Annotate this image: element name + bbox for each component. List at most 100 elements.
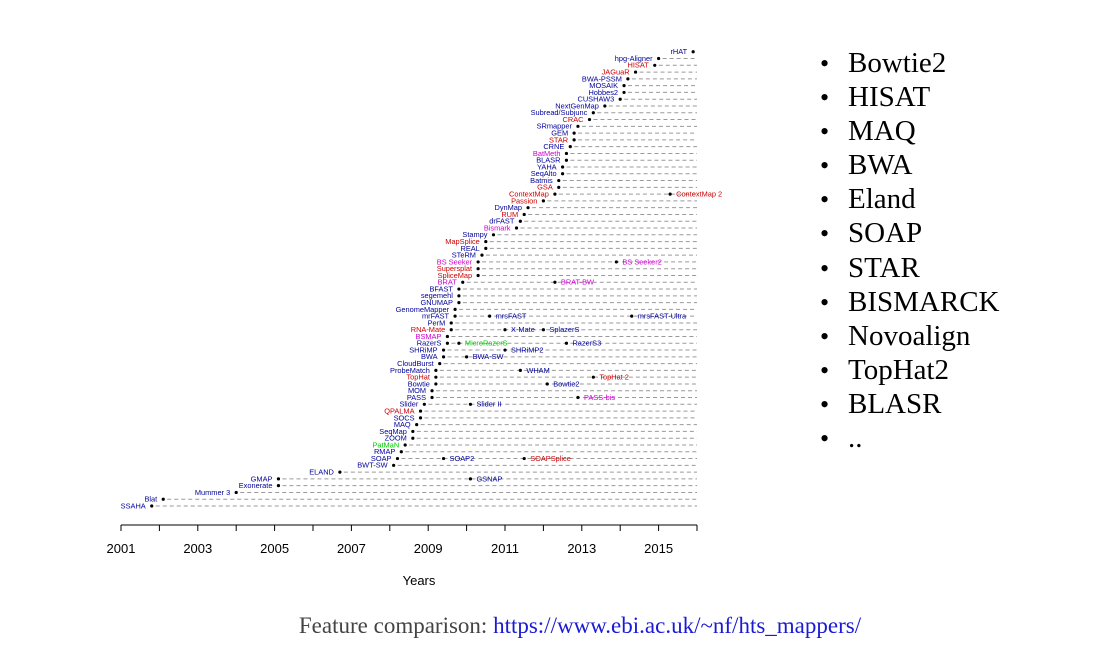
tool-version-label: RazerS3 [572, 339, 601, 348]
tool-point [430, 389, 434, 393]
tool-version-point [564, 341, 569, 345]
tool-point [434, 368, 438, 372]
tool-point [434, 382, 438, 386]
tool-version-label: Slider II [476, 400, 501, 409]
tool-point [422, 402, 426, 406]
tool-point [626, 77, 630, 81]
bullet-item: Bowtie2 [820, 46, 1000, 80]
tool-label: MOSAIK [589, 81, 618, 90]
tool-version-label: MicroRazerS [465, 339, 508, 348]
tool-point [491, 233, 496, 237]
tool-version-label: PASS-bis [584, 393, 615, 402]
tool-label: SpliceMap [438, 271, 473, 280]
tool-version-label: SplazerS [549, 325, 579, 334]
tool-point [449, 321, 453, 325]
tool-point [561, 165, 565, 169]
tool-point [445, 334, 449, 339]
tool-point [518, 219, 522, 223]
tool-label: BWA-PSSM [582, 74, 622, 83]
tool-point [522, 212, 526, 217]
tool-version-point [468, 477, 473, 481]
x-tick-label: 2009 [414, 541, 443, 556]
tool-label: ProbeMatch [390, 366, 430, 375]
tool-point [449, 328, 453, 332]
tool-point [541, 199, 546, 203]
tool-label: Blat [144, 495, 157, 504]
tool-label: SeqAlto [531, 169, 557, 178]
tool-point [276, 477, 281, 481]
x-tick-label: 2015 [644, 541, 673, 556]
bullet-item: TopHat2 [820, 353, 1000, 387]
tool-point [415, 423, 419, 427]
tool-version-point [591, 375, 595, 379]
tool-point [653, 63, 657, 67]
tool-label: STAR [549, 135, 568, 144]
tool-label: RazerS [417, 339, 442, 348]
tool-point [457, 287, 461, 291]
tool-point [453, 307, 457, 311]
tool-label: REAL [460, 244, 479, 253]
tool-point [657, 56, 661, 61]
tool-version-label: SHRiMP2 [511, 345, 543, 354]
tool-version-label: BRAT-BW [561, 278, 594, 287]
tool-label: GenomeMapper [396, 305, 450, 314]
tool-point [445, 341, 449, 345]
tool-version-label: SOAPSplice [530, 454, 571, 463]
tool-label: ELAND [309, 468, 334, 477]
x-tick-label: 2013 [567, 541, 596, 556]
tool-point [434, 375, 438, 379]
tool-label: BFAST [429, 284, 453, 293]
tool-version-label: ContextMap 2 [676, 190, 722, 199]
tool-version-point [468, 402, 473, 406]
bullet-item: BWA [820, 148, 1000, 182]
tool-label: GNUMAP [420, 298, 453, 307]
tool-point [576, 124, 580, 128]
tool-version-label: WHAM [526, 366, 549, 375]
bullet-item: SOAP [820, 216, 1000, 250]
tool-version-label: Bowtie2 [553, 379, 579, 388]
tool-label: CRAC [563, 115, 585, 124]
tool-label: SeqMap [379, 427, 407, 436]
tool-point [457, 301, 461, 305]
tool-label: GEM [551, 129, 568, 138]
tool-label: QPALMA [384, 406, 414, 415]
tool-point [484, 239, 488, 244]
bullet-item: MAQ [820, 114, 1000, 148]
tool-label: DynMap [495, 203, 523, 212]
tool-point [453, 314, 457, 318]
x-tick-label: 2011 [491, 541, 519, 556]
bullet-item: BISMARCK [820, 285, 1000, 319]
tool-label: MOM [408, 386, 426, 395]
tool-label: Slider [399, 400, 418, 409]
tool-version-point [518, 368, 522, 372]
tool-point [441, 348, 446, 352]
tool-version-point [441, 456, 446, 461]
tool-label: BWA [421, 352, 438, 361]
tool-label: hpg-Aligner [615, 54, 653, 63]
tool-point [441, 355, 446, 359]
tool-label: segemehl [421, 291, 453, 300]
tool-label: Mummer 3 [195, 488, 230, 497]
tool-label: CRNE [543, 142, 564, 151]
tool-point [399, 450, 403, 454]
tool-label: RUM [501, 210, 518, 219]
tool-point [553, 192, 557, 196]
tool-point [526, 206, 530, 210]
tool-point [587, 117, 592, 122]
tool-label: PatMaN [372, 440, 399, 449]
tool-label: drFAST [489, 217, 515, 226]
tool-point [476, 260, 480, 264]
tool-label: BatMeth [533, 149, 561, 158]
tool-version-point [576, 395, 580, 400]
tool-point [161, 497, 165, 501]
x-tick-label: 2003 [183, 541, 212, 556]
feature-comparison-link[interactable]: https://www.ebi.ac.uk/~nf/hts_mappers/ [493, 613, 862, 638]
tool-label: GMAP [251, 474, 273, 483]
tool-point [480, 253, 484, 257]
x-axis: 2001 2003 2005 2007 2009 2011 2013 2015 [107, 524, 698, 556]
tool-point [618, 97, 622, 101]
bullet-item: HISAT [820, 80, 1000, 114]
tool-point [403, 443, 407, 447]
tool-label: BWT-SW [357, 461, 387, 470]
